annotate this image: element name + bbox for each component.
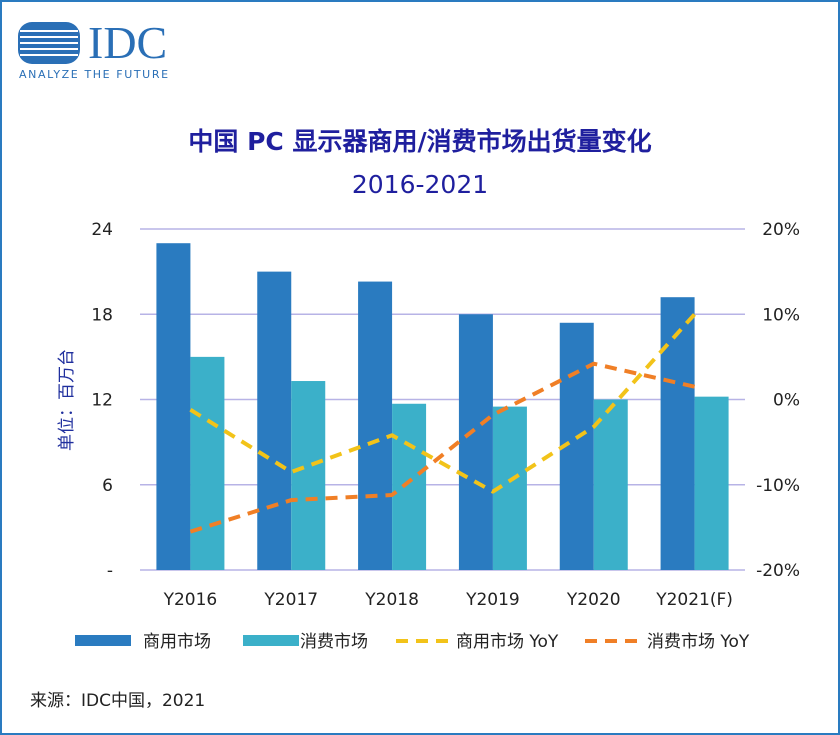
y-left-tick-label: -	[107, 561, 113, 581]
idc-logo: IDC ANALYZE THE FUTURE	[18, 17, 170, 81]
idc-brand-text: IDC	[88, 17, 167, 68]
bar-consumer	[593, 399, 628, 570]
legend-label-2: 商用市场 YoY	[456, 632, 559, 652]
x-tick-label: Y2020	[566, 590, 621, 610]
bar-commercial	[660, 297, 695, 570]
bar-commercial	[257, 271, 292, 570]
gridlines	[140, 228, 745, 571]
legend-label-0: 商用市场	[143, 632, 211, 652]
y-right-tick-label: 10%	[762, 305, 800, 325]
y-left-tick-label: 24	[91, 220, 113, 240]
x-tick-label: Y2017	[263, 590, 318, 610]
legend-swatch-1	[243, 635, 299, 646]
x-axis: Y2016 Y2017 Y2018 Y2019 Y2020 Y2021(F)	[163, 590, 733, 610]
x-tick-label: Y2016	[163, 590, 218, 610]
y-right-tick-label: -10%	[756, 476, 800, 496]
y-axis-label: 单位：百万台	[57, 349, 77, 451]
bar-commercial	[156, 243, 191, 571]
y-axis-right: -20% -10% 0% 10% 20%	[756, 220, 800, 581]
bar-consumer	[392, 403, 427, 570]
legend-label-1: 消费市场	[300, 632, 368, 652]
x-tick-label: Y2018	[364, 590, 419, 610]
line-consumer-yoy	[189, 361, 696, 534]
x-tick-label: Y2021(F)	[655, 590, 733, 610]
bar-commercial	[458, 314, 493, 570]
legend-swatch-0	[75, 635, 131, 646]
x-tick-label: Y2019	[465, 590, 520, 610]
idc-globe-icon	[18, 22, 80, 64]
bar-commercial	[358, 281, 393, 570]
yoy-lines	[189, 312, 697, 534]
line-commercial-yoy	[189, 312, 697, 494]
source-note: 来源：IDC中国，2021	[30, 691, 205, 711]
bars	[156, 243, 729, 571]
bar-consumer	[291, 381, 326, 570]
bar-consumer	[190, 356, 225, 570]
legend: 商用市场 消费市场 商用市场 YoY 消费市场 YoY	[75, 632, 750, 652]
y-right-tick-label: -20%	[756, 561, 800, 581]
chart-title: 中国 PC 显示器商用/消费市场出货量变化	[188, 127, 651, 156]
y-axis-left: - 6 12 18 24	[91, 220, 113, 581]
idc-tagline: ANALYZE THE FUTURE	[19, 68, 170, 81]
y-left-tick-label: 12	[91, 391, 113, 411]
chart-subtitle: 2016-2021	[352, 170, 488, 199]
legend-label-3: 消费市场 YoY	[647, 632, 750, 652]
y-right-tick-label: 0%	[773, 391, 800, 411]
y-left-tick-label: 18	[91, 305, 113, 325]
y-right-tick-label: 20%	[762, 220, 800, 240]
y-left-tick-label: 6	[102, 476, 113, 496]
bar-consumer	[694, 396, 729, 570]
